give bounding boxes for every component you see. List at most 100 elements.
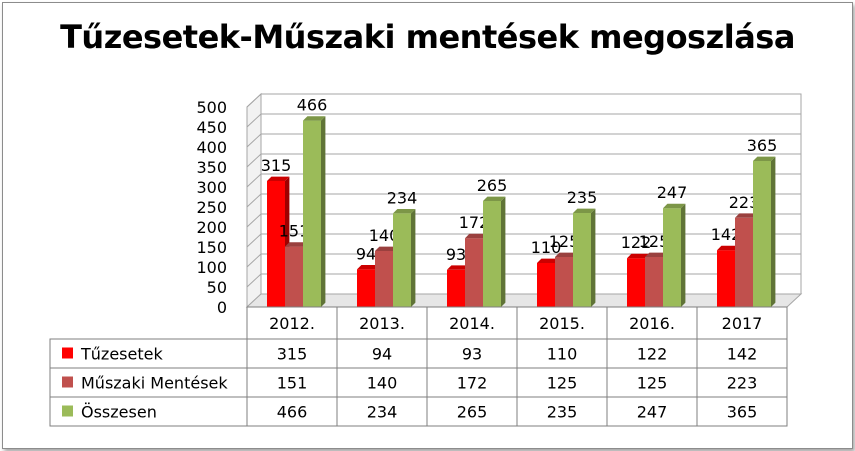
bar-front [627, 258, 645, 307]
bar-front [285, 246, 303, 307]
table-cell-value: 151 [277, 374, 308, 393]
data-label: 247 [657, 183, 688, 202]
x-category-label: 2014. [449, 314, 495, 333]
gridline [246, 193, 801, 208]
table-cell-value: 234 [367, 403, 398, 422]
data-label: 93 [446, 245, 466, 264]
bar-top [717, 245, 740, 251]
bar-top [303, 116, 326, 121]
bar-front [393, 213, 411, 307]
bar-side [591, 208, 596, 307]
bar-top [627, 253, 650, 259]
table-cell-value: 110 [547, 345, 578, 364]
bar-top [555, 252, 578, 257]
y-tick-label: 0 [217, 298, 227, 317]
gridline [246, 173, 801, 188]
bar-front [645, 257, 663, 307]
table-cell-value: 125 [547, 374, 578, 393]
y-tick-label: 450 [196, 118, 227, 137]
bar-top [393, 209, 416, 214]
data-label: 140 [369, 226, 400, 245]
gridline [246, 213, 801, 228]
legend-label: Műszaki Mentések [81, 374, 228, 393]
table-cell-value: 466 [277, 403, 308, 422]
bar-side [681, 203, 686, 307]
y-tick-label: 50 [207, 278, 227, 297]
table-cell-value: 125 [637, 374, 668, 393]
bar-top [285, 242, 308, 247]
bar-side [411, 209, 416, 307]
bar-front [663, 208, 681, 307]
gridline [246, 253, 801, 268]
y-tick-label: 350 [196, 158, 227, 177]
x-category-label: 2017 [722, 314, 763, 333]
bar-top [465, 233, 488, 239]
gridline [246, 273, 801, 288]
x-category-label: 2015. [539, 314, 585, 333]
bar-top [375, 246, 398, 251]
bar-front [483, 201, 501, 307]
bar-front [375, 251, 393, 307]
bar-side [771, 156, 776, 307]
data-label: 315 [261, 156, 292, 175]
gridline [246, 93, 801, 108]
table-cell-value: 235 [547, 403, 578, 422]
x-category-label: 2013. [359, 314, 405, 333]
bar-side [321, 116, 326, 307]
data-label: 122 [621, 233, 652, 252]
bar-front [735, 217, 753, 307]
y-tick-label: 400 [196, 138, 227, 157]
bar-top [753, 156, 776, 161]
legend-label: Tűzesetek [80, 345, 163, 364]
bar-front [447, 269, 465, 307]
bar-front [537, 263, 555, 307]
data-label: 142 [711, 225, 742, 244]
table-cell-value: 365 [727, 403, 758, 422]
data-label: 365 [747, 136, 778, 155]
data-label: 151 [279, 222, 310, 241]
bar-front [303, 120, 321, 307]
data-label: 172 [459, 213, 490, 232]
y-tick-label: 250 [196, 198, 227, 217]
legend-swatch [62, 347, 73, 359]
data-label: 466 [297, 96, 328, 115]
gridline [246, 133, 801, 148]
bar-top [735, 213, 758, 218]
data-label: 110 [531, 238, 562, 257]
table-cell-value: 172 [457, 374, 488, 393]
bar-top [267, 176, 290, 181]
bar-top [357, 265, 380, 270]
bar-front [465, 238, 483, 307]
y-tick-label: 300 [196, 178, 227, 197]
data-label: 265 [477, 176, 508, 195]
y-tick-label: 100 [196, 258, 227, 277]
table-cell-value: 315 [277, 345, 308, 364]
data-label: 234 [387, 188, 418, 207]
data-label: 223 [729, 193, 760, 212]
gridline [246, 153, 801, 168]
data-label: 125 [549, 232, 580, 251]
gridline [246, 113, 801, 128]
bar-front [753, 161, 771, 307]
table-cell-value: 93 [462, 345, 482, 364]
table-cell-value: 247 [637, 403, 668, 422]
bar-side [501, 196, 506, 307]
table-cell-value: 265 [457, 403, 488, 422]
bar-front [573, 213, 591, 307]
y-tick-label: 150 [196, 238, 227, 257]
bar-front [555, 257, 573, 307]
data-label: 94 [356, 244, 376, 263]
data-label: 235 [567, 188, 598, 207]
table-cell-value: 142 [727, 345, 758, 364]
bar-top [447, 265, 470, 270]
bar-top [537, 258, 560, 263]
legend-swatch [62, 376, 73, 388]
chart-title: Tűzesetek-Műszaki mentések megoszlása [60, 18, 795, 56]
x-category-label: 2012. [269, 314, 315, 333]
table-cell-value: 122 [637, 345, 668, 364]
legend-label: Összesen [81, 403, 157, 422]
y-tick-label: 500 [196, 98, 227, 117]
x-category-label: 2016. [629, 314, 675, 333]
bar-top [645, 252, 668, 257]
bar-top [663, 203, 686, 209]
